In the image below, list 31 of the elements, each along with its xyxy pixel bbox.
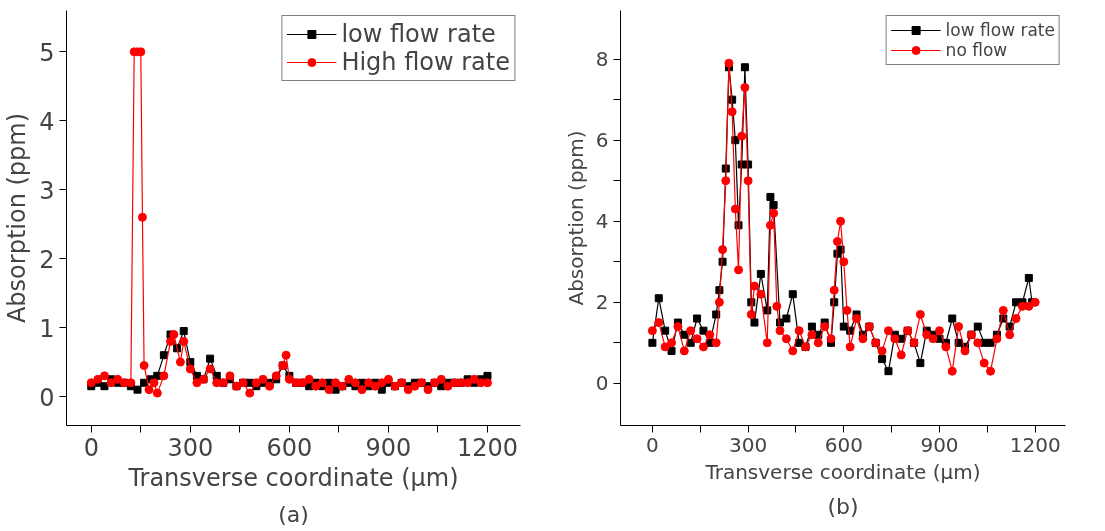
y-tick-label: 5 <box>39 38 55 67</box>
y-axis-title: Absorption (ppm) <box>3 112 32 324</box>
y-tick-label: 2 <box>595 290 609 315</box>
x-tick-label: 300 <box>729 432 768 457</box>
x-axis-title: Transverse coordinate (μm) <box>127 463 459 492</box>
x-tick-label: 600 <box>266 433 313 462</box>
x-tick-label: 0 <box>646 432 659 457</box>
y-tick-label: 8 <box>595 47 609 72</box>
x-tick-label: 900 <box>920 432 959 457</box>
y-tick-label: 0 <box>39 383 55 412</box>
text: (b) <box>827 493 859 519</box>
x-tick-label: 1200 <box>1009 432 1061 457</box>
legend-label: High flow rate <box>341 48 510 76</box>
y-tick-label: 0 <box>595 371 609 396</box>
y-tick-label: 1 <box>39 314 55 343</box>
x-tick-label: 600 <box>824 432 863 457</box>
legend-label: low flow rate <box>341 20 496 48</box>
y-tick-label: 4 <box>595 209 609 234</box>
x-tick-label: 1200 <box>456 433 519 462</box>
x-tick-label: 900 <box>365 433 412 462</box>
text: (a) <box>278 501 309 527</box>
x-axis-title: Transverse coordinate (μm) <box>704 459 981 484</box>
legend-label: no flow <box>945 40 1008 60</box>
x-tick-label: 300 <box>167 433 214 462</box>
y-tick-label: 2 <box>39 245 55 274</box>
y-tick-label: 6 <box>595 128 609 153</box>
legend-label: low flow rate <box>945 20 1055 40</box>
x-tick-label: 0 <box>83 433 99 462</box>
y-axis-title: Absorption (ppm) <box>563 130 588 306</box>
y-tick-label: 4 <box>39 107 55 136</box>
y-tick-label: 3 <box>39 176 55 205</box>
